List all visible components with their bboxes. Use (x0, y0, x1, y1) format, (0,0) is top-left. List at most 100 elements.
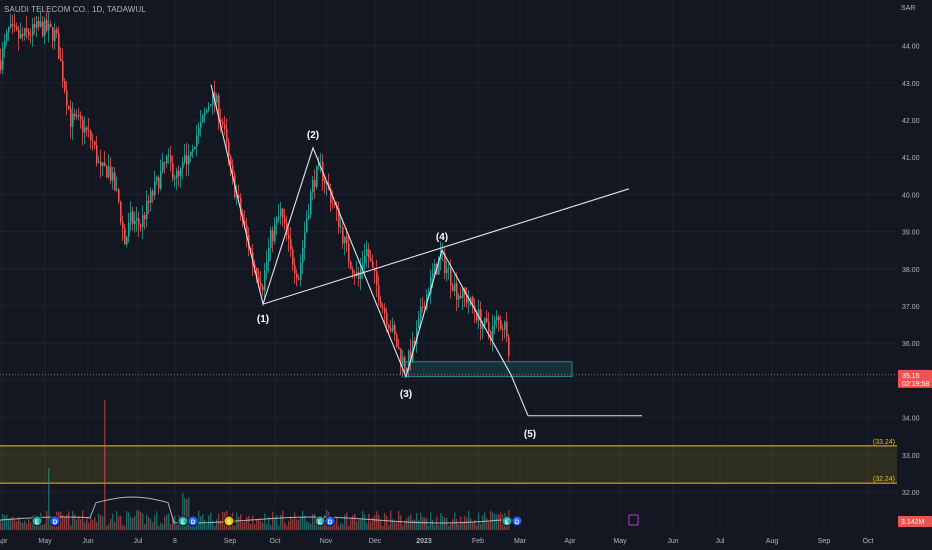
time-tick-label: Oct (863, 538, 874, 545)
volume-bar (358, 519, 360, 530)
candle-body (156, 177, 158, 182)
candle-body (14, 25, 16, 27)
volume-bar (212, 520, 214, 530)
volume-bar (500, 512, 502, 530)
volume-bar (20, 521, 22, 530)
time-tick-label: Oct (270, 538, 281, 545)
volume-bar (244, 521, 246, 530)
volume-bar (422, 517, 424, 530)
volume-bar (264, 513, 266, 530)
candle-body (472, 297, 474, 307)
candle-body (110, 166, 112, 181)
candle-body (496, 316, 498, 321)
volume-bar (258, 518, 260, 530)
time-tick-label: Jun (667, 538, 678, 545)
volume-bar (18, 517, 20, 530)
candle-body (178, 170, 180, 176)
candle-body (448, 268, 450, 270)
currency-label: SAR (901, 5, 916, 12)
volume-bar (496, 514, 498, 530)
candle-body (82, 119, 84, 133)
volume-bar (408, 515, 410, 530)
volume-average-line (0, 496, 505, 524)
candle-body (270, 230, 272, 248)
volume-bar (102, 516, 104, 530)
volume-bar (42, 524, 44, 530)
volume-bar (400, 515, 402, 530)
candle-body (38, 21, 40, 27)
candle-body (104, 162, 106, 167)
volume-bar (124, 525, 126, 530)
candle-body (446, 268, 448, 274)
candle-body (192, 148, 194, 152)
volume-bar (286, 525, 288, 530)
candle-body (454, 283, 456, 291)
volume-bar (74, 514, 76, 530)
volume-bar (316, 525, 318, 530)
volume-bar (468, 510, 470, 530)
volume-bar (84, 522, 86, 530)
candle-body (246, 225, 248, 236)
candle-body (168, 155, 170, 157)
volume-bar (474, 520, 476, 530)
volume-bar (92, 520, 94, 530)
candle-body (346, 236, 348, 243)
volume-bar (98, 513, 100, 530)
candle-body (334, 203, 336, 206)
candle-body (30, 35, 32, 37)
candle-body (124, 228, 126, 245)
volume-bar (114, 522, 116, 530)
candle-body (56, 29, 58, 34)
candle-body (304, 232, 306, 248)
candle-body (226, 128, 228, 142)
event-icon-letter: D (515, 520, 520, 526)
volume-bar (108, 523, 110, 530)
candle-body (264, 270, 266, 291)
candle-body (432, 273, 434, 278)
volume-bar (458, 524, 460, 530)
candle-body (206, 109, 208, 113)
volume-bar (420, 512, 422, 530)
candle-body (84, 127, 86, 133)
wave-label: (3) (400, 389, 412, 400)
candle-body (440, 254, 442, 260)
candle-body (24, 28, 26, 36)
volume-bar (16, 521, 18, 530)
candle-body (16, 26, 18, 30)
volume-bar (390, 510, 392, 530)
candle-body (18, 29, 20, 39)
volume-bar (454, 512, 456, 530)
candle-body (160, 171, 162, 189)
volume-bar (270, 525, 272, 530)
volume-bar (312, 513, 314, 530)
candle-body (502, 328, 504, 330)
candle-body (278, 216, 280, 219)
candle-body (362, 263, 364, 270)
candle-body (390, 328, 392, 331)
candle-body (424, 307, 426, 310)
candle-body (22, 33, 24, 36)
candle-body (88, 130, 90, 132)
volume-bar (434, 525, 436, 530)
volume-bar (10, 517, 12, 530)
price-axis: 32.0033.0034.0035.0036.0037.0038.0039.00… (902, 44, 920, 497)
candle-body (190, 151, 192, 157)
volume-bar (430, 512, 432, 530)
wave-label: (4) (436, 232, 448, 243)
candle-body (290, 238, 292, 250)
volume-bar (158, 525, 160, 530)
candle-body (112, 172, 114, 181)
candle-body (212, 92, 214, 105)
volume-bar (284, 522, 286, 530)
volume-bar (86, 517, 88, 530)
volume-bar (162, 524, 164, 530)
candle-body (70, 108, 72, 127)
candle-body (302, 247, 304, 263)
candle-body (48, 23, 50, 31)
volume-bar (396, 522, 398, 530)
time-tick-label: Sep (818, 538, 831, 545)
volume-bar (96, 522, 98, 530)
price-tick-label: 39.00 (902, 230, 920, 237)
event-icon-letter: D (53, 520, 58, 526)
